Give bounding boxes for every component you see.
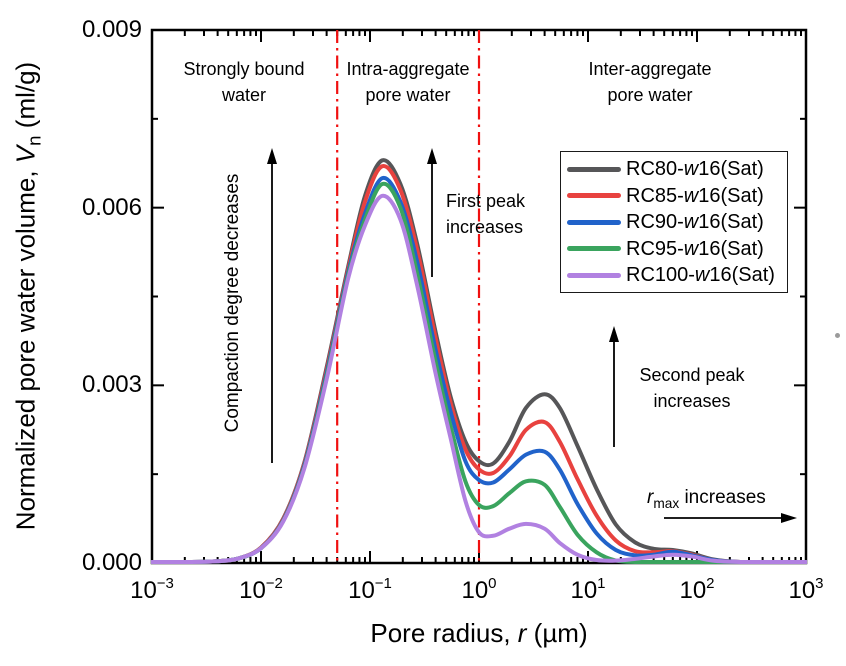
x-tick-label: 101 <box>570 575 606 604</box>
y-axis-title: Normalized pore water volume, Vn (ml/g) <box>10 62 45 530</box>
stray-dot <box>835 333 840 338</box>
y-axis-title-text: Normalized pore water volume, <box>10 163 41 531</box>
first-peak-arrow <box>427 148 437 277</box>
compaction-arrow <box>267 148 277 463</box>
legend-entry: RC90-w16(Sat) <box>567 210 787 234</box>
legend-label: RC100-w16(Sat) <box>626 264 775 286</box>
data-curves <box>151 158 807 564</box>
legend-label: RC90-w16(Sat) <box>626 211 764 233</box>
rmax-arrow <box>664 513 797 523</box>
y-axis-variable: V <box>10 145 41 164</box>
y-tick-label: 0.006 <box>81 193 142 221</box>
region-label-inter-aggregate-pore-water: Inter-aggregate pore water <box>588 59 712 105</box>
region-label-intra-aggregate-pore-water: Intra-aggregate pore water <box>346 59 470 105</box>
legend-label: RC80-w16(Sat) <box>626 158 764 180</box>
rmax-label: rmax increases <box>647 487 766 511</box>
x-tick-label: 100 <box>461 575 497 604</box>
x-tick-label: 10−1 <box>348 575 392 604</box>
legend-entry: RC100-w16(Sat) <box>567 263 787 287</box>
legend-line-swatch <box>567 219 621 225</box>
x-axis-variable: r <box>517 618 527 648</box>
x-axis-title-text: Pore radius, <box>370 618 518 648</box>
second-peak-label: Second peak increases <box>639 365 745 411</box>
y-tick-label: 0.009 <box>81 16 142 43</box>
legend-line-swatch <box>567 166 621 172</box>
region-label-strongly-bound-water: Strongly bound water <box>183 59 305 105</box>
legend-line-swatch <box>567 272 621 278</box>
legend-entry: RC85-w16(Sat) <box>567 184 787 208</box>
compaction-degree-label: Compaction degree decreases <box>222 173 243 433</box>
first-peak-label: First peak increases <box>446 191 526 237</box>
legend-label: RC95-w16(Sat) <box>626 237 764 260</box>
legend-entry: RC80-w16(Sat) <box>567 157 787 181</box>
legend: RC80-w16(Sat) RC85-w16(Sat) RC90-w16(Sat) R… <box>560 151 788 293</box>
y-tick-label: 0.000 <box>81 549 142 576</box>
x-tick-label: 103 <box>788 575 824 604</box>
second-peak-arrow <box>609 326 619 447</box>
x-tick-label: 102 <box>679 575 715 604</box>
legend-entry: RC95-w16(Sat) <box>567 237 787 261</box>
legend-label: RC85-w16(Sat) <box>626 184 764 207</box>
curve-RC100-w16(Sat) <box>151 193 807 564</box>
legend-line-swatch <box>567 246 621 251</box>
y-tick-label: 0.003 <box>81 371 142 399</box>
x-tick-label: 10−2 <box>239 575 283 604</box>
x-tick-label: 10−3 <box>130 575 174 604</box>
boundary-lines <box>336 30 481 563</box>
x-axis-title: Pore radius, r (µm) <box>370 618 587 649</box>
y-axis-units: (ml/g) <box>10 61 41 136</box>
legend-line-swatch <box>567 193 621 198</box>
x-axis-units: (µm) <box>526 618 588 648</box>
y-axis-variable-subscript: n <box>23 135 45 146</box>
